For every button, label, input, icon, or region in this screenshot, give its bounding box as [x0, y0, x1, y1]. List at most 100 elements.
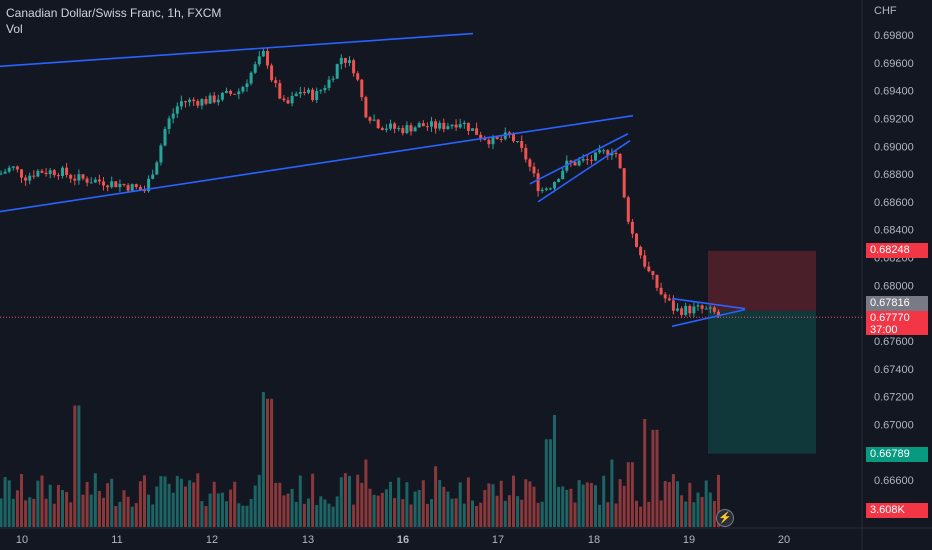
- volume-bar: [266, 398, 269, 527]
- volume-bar: [717, 474, 720, 527]
- candle-body: [524, 147, 528, 160]
- candle-body: [118, 183, 122, 188]
- volume-bar: [622, 485, 626, 527]
- candle-body: [696, 305, 700, 307]
- volume-bar: [126, 496, 130, 527]
- candle-body: [712, 307, 716, 312]
- volume-bar: [233, 481, 237, 527]
- volume-bar: [163, 476, 167, 527]
- lightning-icon[interactable]: ⚡: [716, 509, 734, 527]
- candle-body: [294, 93, 298, 97]
- volume-bar: [290, 488, 294, 527]
- volume-bar: [339, 477, 343, 527]
- candle-body: [651, 271, 655, 275]
- candle-body: [147, 178, 151, 192]
- volume-bar: [544, 439, 548, 527]
- volume-bar: [507, 495, 511, 527]
- volume-bar: [676, 481, 679, 527]
- volume-bar: [110, 478, 114, 527]
- volume-bar: [229, 489, 233, 527]
- volume-bar: [245, 505, 249, 527]
- volume-bar: [606, 502, 610, 527]
- take-profit-zone: [708, 310, 816, 454]
- candle-body: [32, 175, 36, 177]
- candle-body: [548, 188, 552, 190]
- candle-body: [417, 123, 421, 128]
- candle-body: [483, 138, 487, 140]
- volume-bar: [405, 482, 409, 527]
- volume-bar: [389, 481, 392, 527]
- entry-price-value: 0.67816: [870, 297, 910, 309]
- candle-body: [462, 122, 466, 125]
- volume-bar: [491, 484, 495, 527]
- candle-body: [77, 174, 81, 181]
- bar-countdown: 37:00: [870, 324, 898, 336]
- candle-body: [179, 101, 183, 107]
- candle-body: [667, 298, 671, 301]
- price-tick-label: 0.69800: [874, 30, 914, 42]
- target-price-value: 0.66789: [870, 448, 910, 460]
- candle-body: [516, 141, 520, 143]
- candle-body: [356, 73, 360, 80]
- candle-body: [425, 126, 429, 128]
- candle-body: [589, 159, 593, 161]
- volume-bar: [581, 484, 585, 527]
- symbol-title[interactable]: Canadian Dollar/Swiss Franc, 1h, FXCM: [6, 6, 222, 20]
- candle-body: [315, 91, 319, 100]
- trendline-lower-channel: [0, 114, 634, 213]
- volume-bar: [335, 496, 339, 527]
- volume-bar: [516, 496, 520, 527]
- volume-bar: [32, 498, 36, 527]
- volume-bar: [512, 475, 515, 527]
- volume-bar: [688, 482, 692, 527]
- candle-body: [24, 177, 28, 181]
- volume-bar: [102, 497, 105, 527]
- trendline-upper-channel: [0, 32, 474, 68]
- volume-bar: [471, 500, 474, 527]
- price-tick-label: 0.68400: [874, 225, 914, 237]
- candle-body: [274, 80, 278, 84]
- candle-body: [659, 287, 663, 295]
- candle-body: [639, 246, 643, 256]
- candle-body: [155, 162, 159, 175]
- volume-bar: [450, 498, 454, 527]
- candle-body: [536, 173, 540, 192]
- volume-bar: [376, 495, 380, 527]
- volume-bar: [421, 480, 425, 527]
- candle-body: [56, 175, 60, 177]
- candle-body: [475, 128, 479, 135]
- volume-bar: [97, 490, 101, 527]
- candle-body: [471, 128, 474, 131]
- candle-body: [290, 96, 294, 104]
- volume-bar: [188, 480, 192, 527]
- volume-label[interactable]: Vol: [6, 22, 23, 36]
- volume-bar: [294, 501, 298, 527]
- volume-bar: [663, 480, 667, 527]
- volume-value: 3.608K: [870, 504, 905, 516]
- stop-loss-zone: [708, 250, 816, 311]
- volume-bar: [446, 491, 450, 527]
- target-price-badge: 0.66789: [866, 447, 928, 462]
- volume-bar: [594, 485, 597, 527]
- candle-body: [557, 179, 561, 182]
- volume-bar: [278, 482, 282, 527]
- volume-bar: [614, 503, 618, 527]
- volume-bar: [114, 506, 118, 527]
- volume-bar: [540, 501, 544, 527]
- volume-bar: [524, 479, 528, 527]
- volume-bar: [557, 486, 561, 527]
- volume-bar: [520, 499, 524, 527]
- volume-bar: [61, 490, 64, 527]
- candle-body: [208, 95, 212, 104]
- chart-legend: Canadian Dollar/Swiss Franc, 1h, FXCM Vo…: [6, 5, 221, 37]
- volume-bar: [77, 405, 81, 527]
- last-price-badge: 0.67770 37:00: [866, 311, 928, 336]
- volume-bar: [216, 493, 220, 527]
- volume-bar: [610, 459, 614, 527]
- candle-body: [266, 50, 269, 66]
- candle-body: [360, 79, 364, 98]
- volume-bar: [561, 486, 565, 527]
- candle-body: [343, 57, 347, 63]
- candle-body: [499, 138, 503, 140]
